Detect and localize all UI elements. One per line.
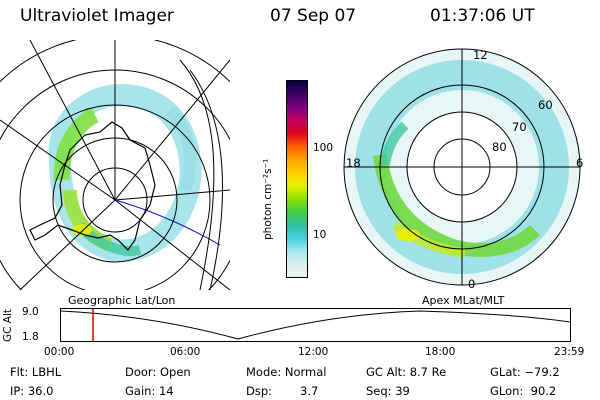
geographic-map [0, 40, 230, 290]
mlt-label-12: 12 [473, 48, 488, 62]
filter-label: Flt: LBHL [10, 365, 62, 379]
colorbar-tick-10: 10 [313, 229, 327, 241]
magnetic-map [343, 48, 581, 286]
mlt-label-0: 0 [468, 277, 476, 291]
colorbar [286, 80, 308, 278]
xtick-0000: 00:00 [44, 346, 75, 358]
mlat-label-70: 70 [512, 120, 527, 134]
glon-label: GLon: 90.2 [490, 384, 557, 398]
magnetic-caption: Apex MLat/MLT [422, 294, 505, 307]
mlt-label-18: 18 [346, 156, 361, 170]
glat-label: GLat: −79.2 [490, 365, 560, 379]
altitude-curve [60, 310, 571, 340]
xtick-1800: 18:00 [425, 346, 456, 358]
gc-alt-label: GC Alt: 8.7 Re [366, 365, 447, 379]
ip-label: IP: 36.0 [10, 384, 54, 398]
xtick-0600: 06:00 [170, 346, 201, 358]
mlt-label-6: 6 [576, 156, 584, 170]
dsp-value: 3.7 [300, 384, 319, 398]
colorbar-tick-100: 100 [313, 142, 334, 154]
aurora-oval-geographic [48, 83, 202, 262]
altitude-ytick-high: 9.0 [22, 306, 39, 318]
coastline [29, 121, 156, 251]
mlat-label-60: 60 [538, 98, 553, 112]
geographic-caption: Geographic Lat/Lon [68, 294, 176, 307]
date-label: 07 Sep 07 [270, 6, 357, 26]
mlt-lines [344, 49, 580, 285]
time-label: 01:37:06 UT [430, 6, 535, 26]
app-title: Ultraviolet Imager [20, 6, 174, 26]
colorbar-label: photon cm⁻²s⁻¹ [262, 158, 274, 240]
xtick-2359: 23:59 [554, 346, 585, 358]
gain-label: Gain: 14 [125, 384, 174, 398]
door-label: Door: Open [125, 365, 191, 379]
altitude-ylabel: GC Alt [2, 308, 14, 342]
mlat-label-80: 80 [492, 140, 507, 154]
dsp-label: Dsp: [246, 384, 273, 398]
mode-label: Mode: Normal [246, 365, 327, 379]
altitude-plot [60, 308, 571, 342]
seq-label: Seq: 39 [366, 384, 410, 398]
altitude-ytick-low: 1.8 [22, 331, 39, 343]
xtick-1200: 12:00 [298, 346, 329, 358]
meridian-lines [0, 40, 230, 290]
